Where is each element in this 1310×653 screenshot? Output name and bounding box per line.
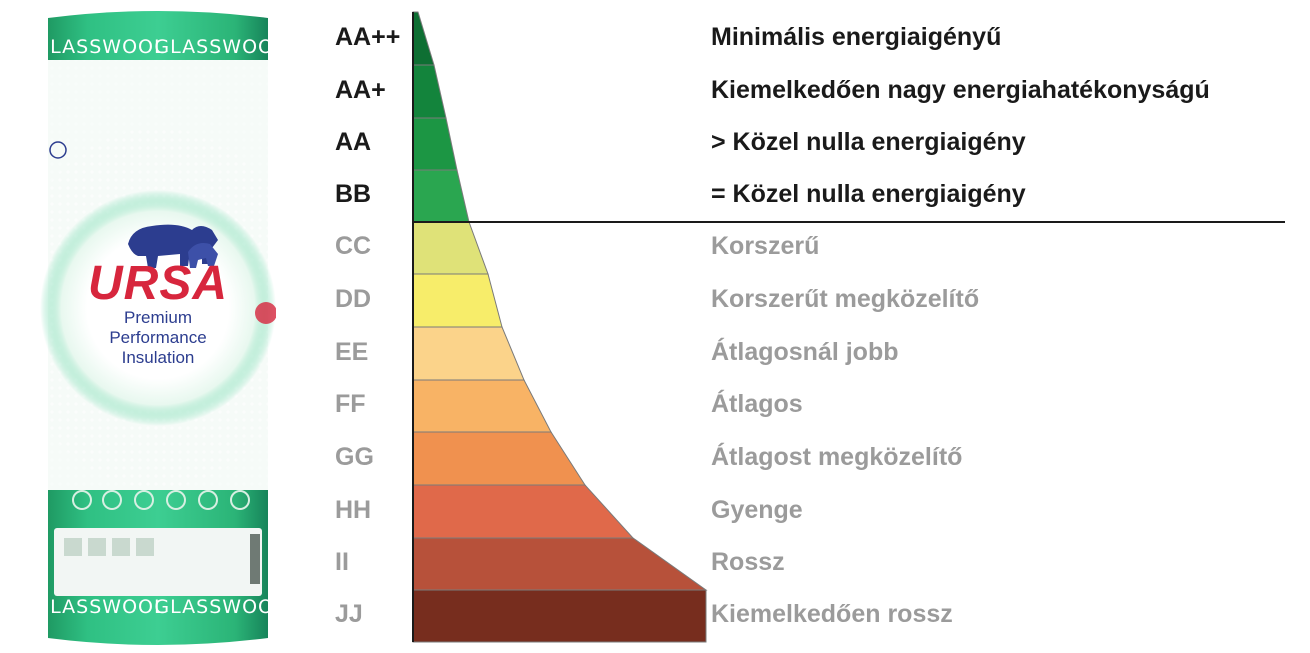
class-band-hh	[412, 484, 635, 539]
class-band-cc	[412, 221, 489, 275]
class-band-gg	[412, 431, 586, 486]
class-band-bb	[412, 169, 470, 223]
product-roll-image: GLASSWOOL GLASSWOOL GLASSWOOL GLASSWOOL …	[8, 8, 308, 648]
class-description-label: Gyenge	[711, 495, 803, 524]
tagline-line-2: Performance	[109, 328, 207, 347]
class-band-ff	[412, 379, 552, 433]
class-description-label: > Közel nulla energiaigény	[711, 128, 1026, 156]
class-description-label: Kiemelkedően nagy energiahatékonyságú	[711, 75, 1210, 104]
class-grade-label: FF	[335, 390, 366, 418]
class-grade-label: EE	[335, 337, 369, 366]
class-grade-label: II	[335, 548, 349, 576]
band-label-bottom-2: GLASSWOOL	[154, 596, 286, 618]
class-band-aapp	[412, 11, 435, 66]
class-description-label: Korszerűt megközelítő	[711, 284, 980, 313]
class-description-label: Kiemelkedően rossz	[711, 600, 953, 628]
band-label-top: GLASSWOOL	[34, 36, 166, 58]
class-description-label: Minimális energiaigényű	[711, 22, 1002, 51]
band-label-bottom: GLASSWOOL	[34, 596, 166, 618]
brand-logo-text: URSA	[87, 257, 228, 310]
class-grade-label: AA	[335, 128, 372, 156]
class-band-ii	[412, 537, 708, 591]
class-grade-label: DD	[335, 284, 372, 313]
class-grade-label: CC	[335, 232, 372, 260]
class-band-ee	[412, 326, 525, 381]
class-description-label: Rossz	[711, 548, 785, 576]
roll-graphic	[8, 11, 308, 645]
class-grade-label: GG	[335, 442, 374, 471]
class-description-label: Átlagosnál jobb	[711, 337, 899, 366]
class-grade-label: BB	[335, 180, 372, 208]
class-description-label: Átlagos	[711, 390, 803, 418]
class-grade-label: AA+	[335, 75, 386, 104]
class-band-jj	[412, 589, 707, 643]
class-bands	[412, 11, 708, 643]
tagline-line-1: Premium	[123, 308, 192, 327]
tagline-line-3: Insulation	[121, 348, 195, 367]
class-band-dd	[412, 273, 503, 328]
class-band-aa	[412, 117, 458, 171]
class-description-label: Korszerű	[711, 232, 820, 260]
class-grade-label: JJ	[335, 600, 363, 628]
class-description-label: = Közel nulla energiaigény	[711, 180, 1026, 208]
class-band-aap	[412, 64, 447, 119]
class-grade-label: AA++	[335, 22, 401, 51]
class-description-label: Átlagost megközelítő	[711, 442, 963, 471]
bear-logo-icon	[128, 224, 218, 268]
class-grade-label: HH	[335, 495, 372, 524]
band-label-top-2: GLASSWOOL	[154, 36, 286, 58]
